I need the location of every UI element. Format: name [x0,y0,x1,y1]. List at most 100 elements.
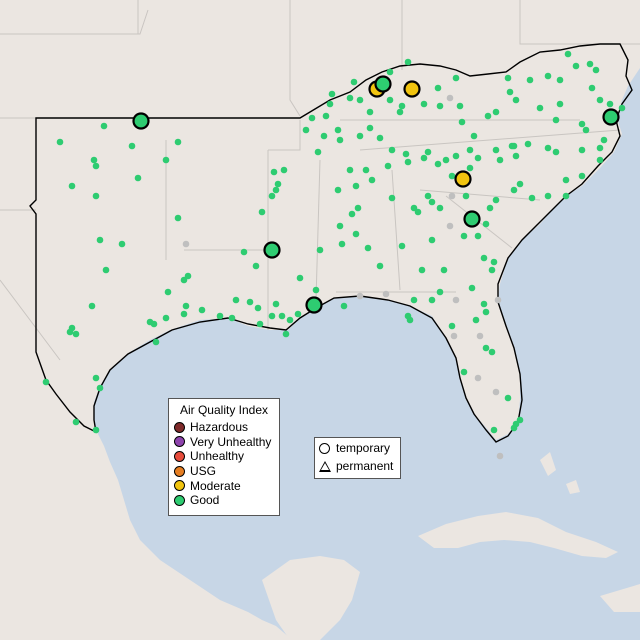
good-monitor-dot [468,284,476,292]
good-monitor-dot [72,418,80,426]
good-monitor-dot [414,208,422,216]
no-data-monitor-dot [448,192,456,200]
good-temporary-monitor [463,210,481,228]
good-monitor-dot [556,76,564,84]
good-monitor-dot [606,100,614,108]
legend-item-permanent: permanent [315,458,400,474]
good-monitor-dot [582,126,590,134]
good-monitor-dot [268,192,276,200]
good-monitor-dot [402,150,410,158]
swatch [174,436,185,448]
no-data-monitor-dot [496,452,504,460]
good-monitor-dot [164,288,172,296]
good-monitor-dot [410,204,418,212]
good-monitor-dot [418,266,426,274]
good-monitor-dot [252,262,260,270]
good-monitor-dot [340,302,348,310]
good-monitor-dot [280,166,288,174]
good-monitor-dot [346,166,354,174]
good-monitor-dot [516,180,524,188]
good-monitor-dot [482,308,490,316]
good-monitor-dot [526,76,534,84]
good-monitor-dot [56,138,64,146]
good-monitor-dot [228,314,236,322]
good-monitor-dot [398,102,406,110]
good-monitor-dot [92,162,100,170]
good-monitor-dot [424,148,432,156]
good-monitor-dot [586,60,594,68]
good-monitor-dot [216,312,224,320]
land-cuba [418,512,618,558]
good-monitor-dot [246,298,254,306]
good-monitor-dot [352,230,360,238]
moderate-temporary-monitor [403,80,421,98]
good-monitor-dot [596,156,604,164]
no-data-monitor-dot [356,292,364,300]
good-monitor-dot [406,316,414,324]
good-monitor-dot [492,196,500,204]
no-data-monitor-dot [446,222,454,230]
swatch [174,421,185,433]
good-monitor-dot [528,194,536,202]
good-monitor-dot [600,136,608,144]
good-monitor-dot [96,236,104,244]
good-monitor-dot [118,240,126,248]
legend-label: permanent [336,459,394,473]
good-monitor-dot [578,172,586,180]
no-data-monitor-dot [446,94,454,102]
good-monitor-dot [474,232,482,240]
good-monitor-dot [274,180,282,188]
legend-item-good: Good [169,493,279,508]
good-monitor-dot [544,144,552,152]
land-yucatan [262,556,360,640]
good-monitor-dot [134,174,142,182]
good-monitor-dot [180,310,188,318]
good-monitor-dot [490,426,498,434]
land-bahamas [540,452,580,494]
good-temporary-monitor [132,112,150,130]
good-monitor-dot [618,104,626,112]
good-monitor-dot [150,320,158,328]
good-monitor-dot [572,62,580,70]
good-monitor-dot [386,68,394,76]
good-temporary-monitor [602,108,620,126]
good-monitor-dot [512,152,520,160]
good-monitor-dot [388,194,396,202]
good-monitor-dot [322,112,330,120]
good-monitor-dot [384,162,392,170]
no-data-monitor-dot [450,332,458,340]
good-monitor-dot [366,124,374,132]
good-monitor-dot [460,368,468,376]
good-monitor-dot [314,148,322,156]
good-monitor-dot [404,158,412,166]
good-monitor-dot [162,156,170,164]
good-monitor-dot [270,168,278,176]
good-monitor-dot [506,88,514,96]
good-monitor-dot [354,204,362,212]
good-monitor-dot [410,296,418,304]
good-monitor-dot [556,100,564,108]
good-monitor-dot [362,166,370,174]
moderate-temporary-monitor [454,170,472,188]
triangle-icon [319,460,331,472]
good-monitor-dot [448,172,456,180]
good-monitor-dot [440,266,448,274]
good-monitor-dot [272,186,280,194]
swatch [174,480,185,492]
land-hispaniola [600,584,640,612]
good-monitor-dot [376,134,384,142]
legend-label: USG [190,464,217,479]
good-monitor-dot [68,324,76,332]
good-monitor-dot [334,186,342,194]
good-monitor-dot [268,312,276,320]
legend-item-temporary: temporary [315,440,400,456]
good-monitor-dot [492,146,500,154]
good-monitor-dot [258,208,266,216]
good-monitor-dot [92,426,100,434]
no-data-monitor-dot [182,240,190,248]
good-monitor-dot [294,310,302,318]
good-monitor-dot [562,176,570,184]
legend-item-very-unhealthy: Very Unhealthy [169,435,279,450]
good-monitor-dot [512,96,520,104]
